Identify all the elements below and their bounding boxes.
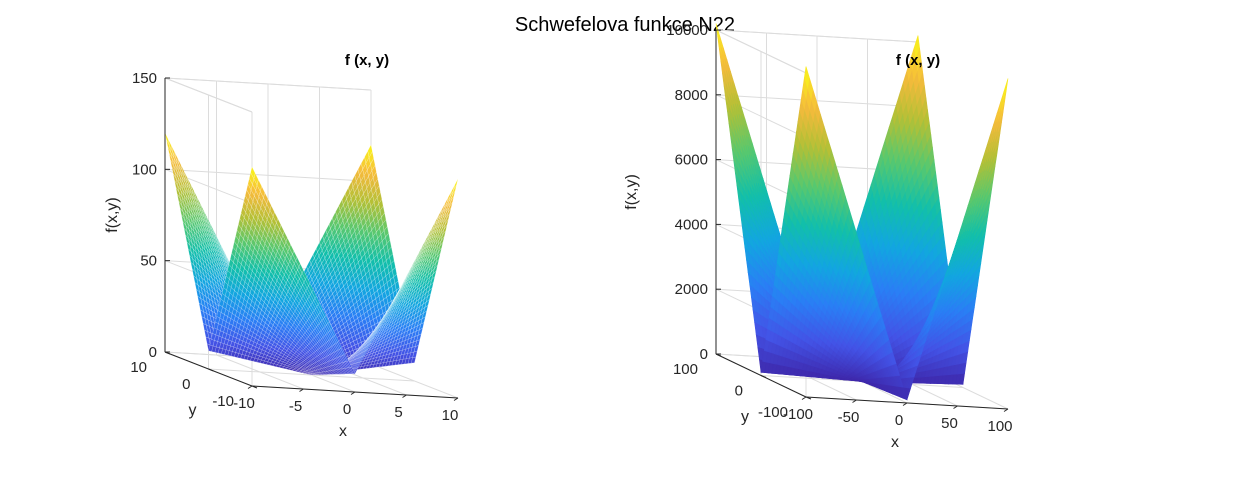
y-tick-mark (208, 368, 214, 372)
z-tick-label: 0 (149, 344, 157, 361)
y-tick-mark (251, 385, 258, 389)
x-tick-mark (350, 391, 356, 395)
grid-line (164, 168, 372, 182)
x-tick-label: 10 (442, 407, 459, 424)
axis-lines (164, 77, 459, 401)
x-tick-label: 5 (394, 404, 402, 421)
figure-title: Schwefelova funkce N22 (514, 14, 736, 36)
y-tick-label: 0 (182, 376, 190, 393)
z-axis-label: f(x,y) (104, 197, 121, 233)
x-axis-label: x (339, 423, 347, 440)
x-tick-mark (247, 385, 253, 389)
subplot-title: f (x, y) (345, 52, 389, 69)
surface-plot-right: -100 -50 0 50 100-10001000200040006000800010… (625, 22, 1013, 451)
surface-patch (453, 178, 459, 191)
z-tick-label: 100 (132, 161, 157, 178)
y-tick-label: -10 (212, 393, 234, 410)
x-tick-label: 0 (343, 401, 351, 418)
x-tick-mark (453, 397, 459, 401)
x-tick-label: -5 (289, 398, 302, 415)
x-tick-mark (299, 388, 304, 392)
surface-mesh (715, 23, 1009, 401)
surface-mesh (164, 132, 459, 376)
z-tick-label: 50 (140, 253, 157, 270)
x-tick-mark (402, 394, 407, 398)
box-edge (164, 77, 253, 113)
y-tick-label: 10 (130, 359, 147, 376)
z-tick-label: 150 (132, 70, 157, 87)
box-edge (715, 29, 919, 43)
axes-1: -100 -50 0 50 100-10001000200040006000800010… (625, 22, 1013, 451)
x-tick-label: -10 (233, 395, 255, 412)
grid-line (715, 94, 919, 108)
box-edge (164, 77, 372, 91)
box-edge (715, 29, 807, 74)
y-axis-label: y (189, 402, 197, 419)
